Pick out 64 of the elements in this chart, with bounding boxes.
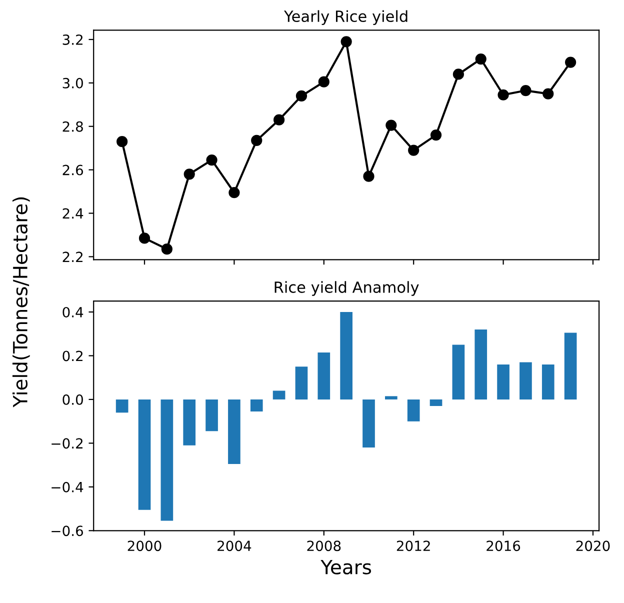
x-tick-label: 2008 xyxy=(307,540,341,552)
x-tick-label: 2012 xyxy=(396,540,430,552)
point xyxy=(565,56,576,68)
x-tick-label: 2000 xyxy=(128,540,162,552)
point xyxy=(184,168,195,180)
bar xyxy=(295,366,308,400)
bar xyxy=(430,399,442,406)
chart-title: Rice yield Anamoly xyxy=(274,281,419,296)
point xyxy=(542,88,554,100)
point xyxy=(228,187,240,198)
point xyxy=(498,89,509,100)
x-axis-title: Years xyxy=(320,560,372,574)
point xyxy=(430,130,442,141)
point xyxy=(452,68,464,80)
y-tick-label: 3.0 xyxy=(62,78,83,88)
bar xyxy=(385,396,398,400)
point xyxy=(318,76,330,88)
x-tick-label: 2020 xyxy=(576,540,610,552)
point xyxy=(161,244,172,255)
y-tick-label: 0.4 xyxy=(62,306,84,318)
bar xyxy=(520,362,532,400)
bar xyxy=(183,399,196,446)
y-tick-label: 3.2 xyxy=(62,34,82,45)
point xyxy=(251,134,262,146)
y-tick-label: −0.2 xyxy=(52,438,82,449)
point xyxy=(340,36,352,48)
y-axis-title: Yield(Tonnes/Hectare) xyxy=(12,197,30,408)
bar xyxy=(452,344,465,400)
point xyxy=(138,232,150,244)
bar xyxy=(497,364,510,400)
y-tick-label: 2.8 xyxy=(62,121,83,132)
chart-title: Yearly Rice yield xyxy=(284,10,408,25)
bar xyxy=(206,399,218,432)
x-tick-label: 2016 xyxy=(486,540,520,552)
point xyxy=(475,53,486,65)
point xyxy=(520,84,532,96)
bar xyxy=(564,332,577,400)
x-tick-label: 2004 xyxy=(218,540,252,552)
point xyxy=(408,144,420,156)
y-tick-label: −0.6 xyxy=(52,526,84,536)
point xyxy=(363,170,374,182)
bar xyxy=(542,364,554,400)
bar xyxy=(160,399,174,521)
point xyxy=(206,154,218,166)
bar xyxy=(116,399,128,413)
y-tick-label: 0.2 xyxy=(62,350,82,362)
y-tick-label: −0.4 xyxy=(52,482,84,492)
y-tick-label: 2.6 xyxy=(62,164,84,176)
bar xyxy=(362,399,375,448)
point xyxy=(386,120,397,131)
bar xyxy=(407,399,420,422)
bar xyxy=(272,390,286,400)
bar xyxy=(250,399,263,412)
bar xyxy=(340,312,352,400)
bar xyxy=(474,329,488,400)
y-tick-label: 2.2 xyxy=(62,252,82,262)
point xyxy=(273,114,285,126)
bar xyxy=(228,399,240,464)
y-tick-label: 2.4 xyxy=(62,208,84,219)
point xyxy=(296,90,308,102)
point xyxy=(116,136,128,148)
y-tick-label: 0.0 xyxy=(62,394,83,405)
bar xyxy=(318,352,330,400)
bar xyxy=(138,399,151,510)
